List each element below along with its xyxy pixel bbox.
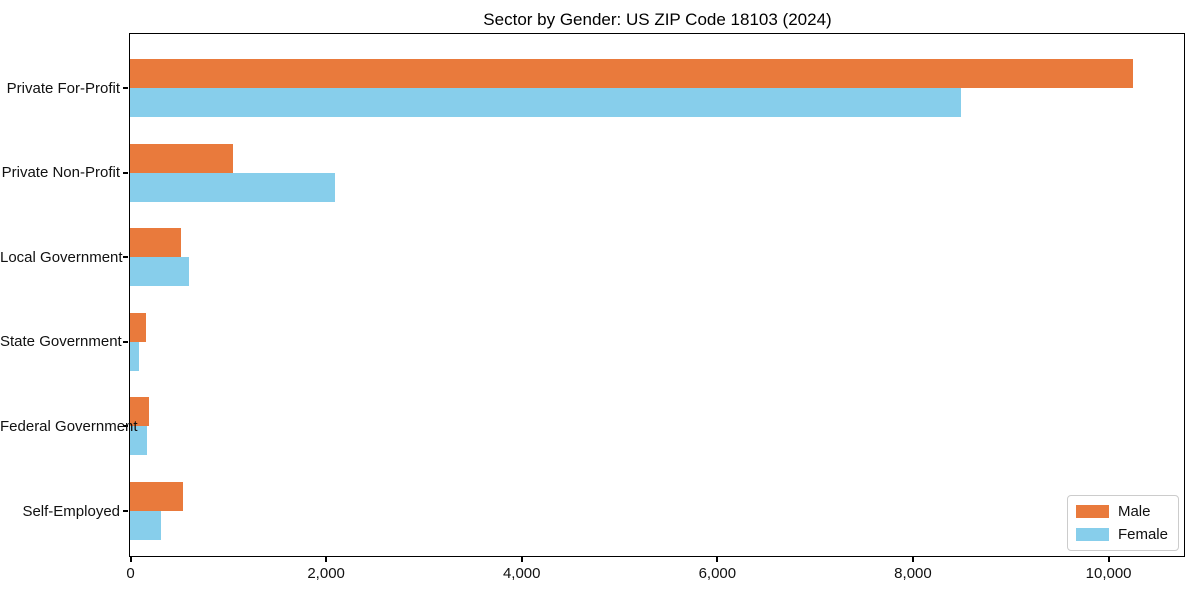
- legend-item-female: Female: [1075, 526, 1168, 543]
- y-axis-category-label: Private For-Profit: [6, 79, 120, 97]
- x-tick-mark: [716, 557, 719, 562]
- x-tick-mark: [129, 557, 132, 562]
- y-tick-mark: [123, 171, 128, 174]
- y-axis-category-label: Local Government: [0, 248, 123, 266]
- y-axis-category-label: Self-Employed: [22, 502, 120, 520]
- y-tick-mark: [123, 87, 128, 89]
- female-bar: [130, 172, 336, 202]
- x-axis-tick-label: 0: [126, 565, 135, 582]
- x-tick-mark: [1107, 557, 1110, 562]
- female-bar: [130, 426, 147, 456]
- y-tick-mark: [123, 510, 128, 512]
- x-axis-tick-label: 8,000: [894, 565, 932, 582]
- legend-item-male: Male: [1075, 503, 1168, 520]
- x-axis-tick-label: 10,000: [1085, 565, 1132, 582]
- male-bar: [130, 143, 233, 173]
- x-axis-tick-label: 2,000: [307, 565, 345, 582]
- x-axis-tick-label: 4,000: [502, 565, 541, 582]
- female-bar: [130, 257, 189, 287]
- male-bar: [130, 397, 149, 427]
- plot-area: Male Female: [123, 33, 1185, 557]
- y-axis-category-label: State Government: [0, 333, 122, 351]
- legend: Male Female: [1066, 495, 1179, 551]
- chart-title: Sector by Gender: US ZIP Code 18103 (202…: [483, 10, 832, 29]
- female-bar: [130, 88, 962, 117]
- x-axis-tick-label: 6,000: [698, 565, 737, 582]
- female-bar: [130, 341, 139, 371]
- x-tick-mark: [325, 557, 328, 562]
- y-axis-category-label: Federal Government: [0, 417, 138, 435]
- legend-label-male: Male: [1117, 503, 1151, 520]
- male-bar: [130, 312, 146, 342]
- male-bar: [130, 59, 1133, 88]
- y-tick-mark: [123, 340, 128, 343]
- male-swatch: [1075, 505, 1109, 518]
- y-tick-mark: [123, 256, 128, 259]
- y-axis-category-label: Private Non-Profit: [1, 164, 120, 182]
- x-tick-mark: [520, 557, 523, 562]
- y-tick-mark: [123, 425, 128, 428]
- legend-label-female: Female: [1117, 526, 1168, 543]
- x-tick-mark: [911, 557, 914, 562]
- male-bar: [130, 228, 181, 258]
- female-swatch: [1075, 528, 1109, 541]
- male-bar: [130, 482, 183, 511]
- female-bar: [130, 511, 162, 540]
